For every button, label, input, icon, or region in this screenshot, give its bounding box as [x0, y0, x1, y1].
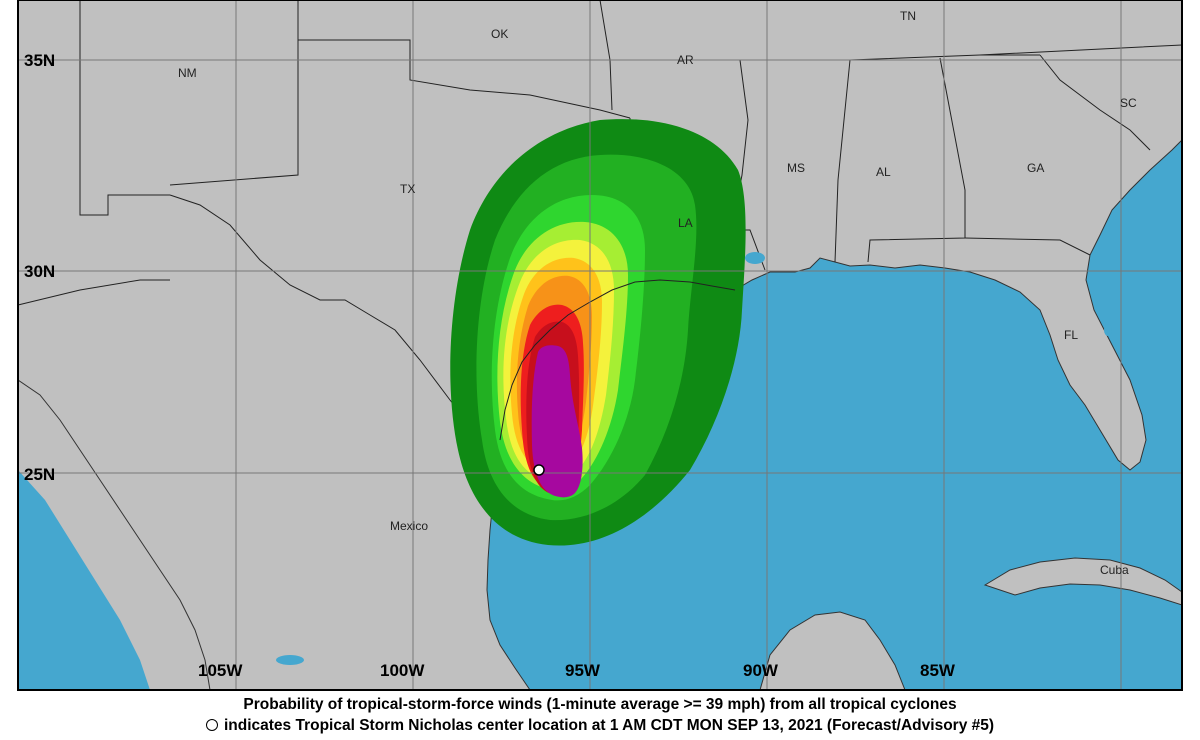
coastline-overlay: [499, 279, 736, 441]
region-label-mexico: Mexico: [390, 519, 428, 533]
lat-label-35n: 35N: [24, 51, 55, 70]
lon-label-90w: 90W: [743, 661, 779, 680]
region-label-fl: FL: [1064, 328, 1078, 342]
yucatan-land: [759, 611, 906, 691]
region-label-tx: TX: [400, 182, 415, 196]
region-label-al: AL: [876, 165, 891, 179]
lat-label-30n: 30N: [24, 262, 55, 281]
storm-center-marker: [533, 464, 545, 476]
lon-label-100w: 100W: [380, 661, 425, 680]
open-circle-icon: [205, 719, 218, 731]
region-label-ga: GA: [1027, 161, 1044, 175]
baja-water: [18, 470, 150, 690]
lon-label-105w: 105W: [198, 661, 243, 680]
map-caption: Probability of tropical-storm-force wind…: [18, 689, 1182, 740]
caption-line-1: Probability of tropical-storm-force wind…: [243, 696, 957, 713]
lat-label-25n: 25N: [24, 465, 55, 484]
caption-line-2: indicates Tropical Storm Nicholas center…: [223, 717, 995, 734]
region-label-nm: NM: [178, 66, 197, 80]
region-label-ms: MS: [787, 161, 805, 175]
caption-line-2-wrapper: indicates Tropical Storm Nicholas center…: [18, 717, 1182, 735]
lon-label-85w: 85W: [920, 661, 956, 680]
region-label-ok: OK: [491, 27, 508, 41]
region-label-tn: TN: [900, 9, 916, 23]
inland-water: [276, 252, 1112, 665]
lon-label-95w: 95W: [565, 661, 601, 680]
region-label-ar: AR: [677, 53, 694, 67]
lat-lon-grid: [18, 0, 1182, 690]
region-label-la: LA: [678, 216, 693, 230]
region-label-sc: SC: [1120, 96, 1137, 110]
prob-band-90-100: [531, 345, 583, 498]
region-label-cuba: Cuba: [1100, 563, 1129, 577]
